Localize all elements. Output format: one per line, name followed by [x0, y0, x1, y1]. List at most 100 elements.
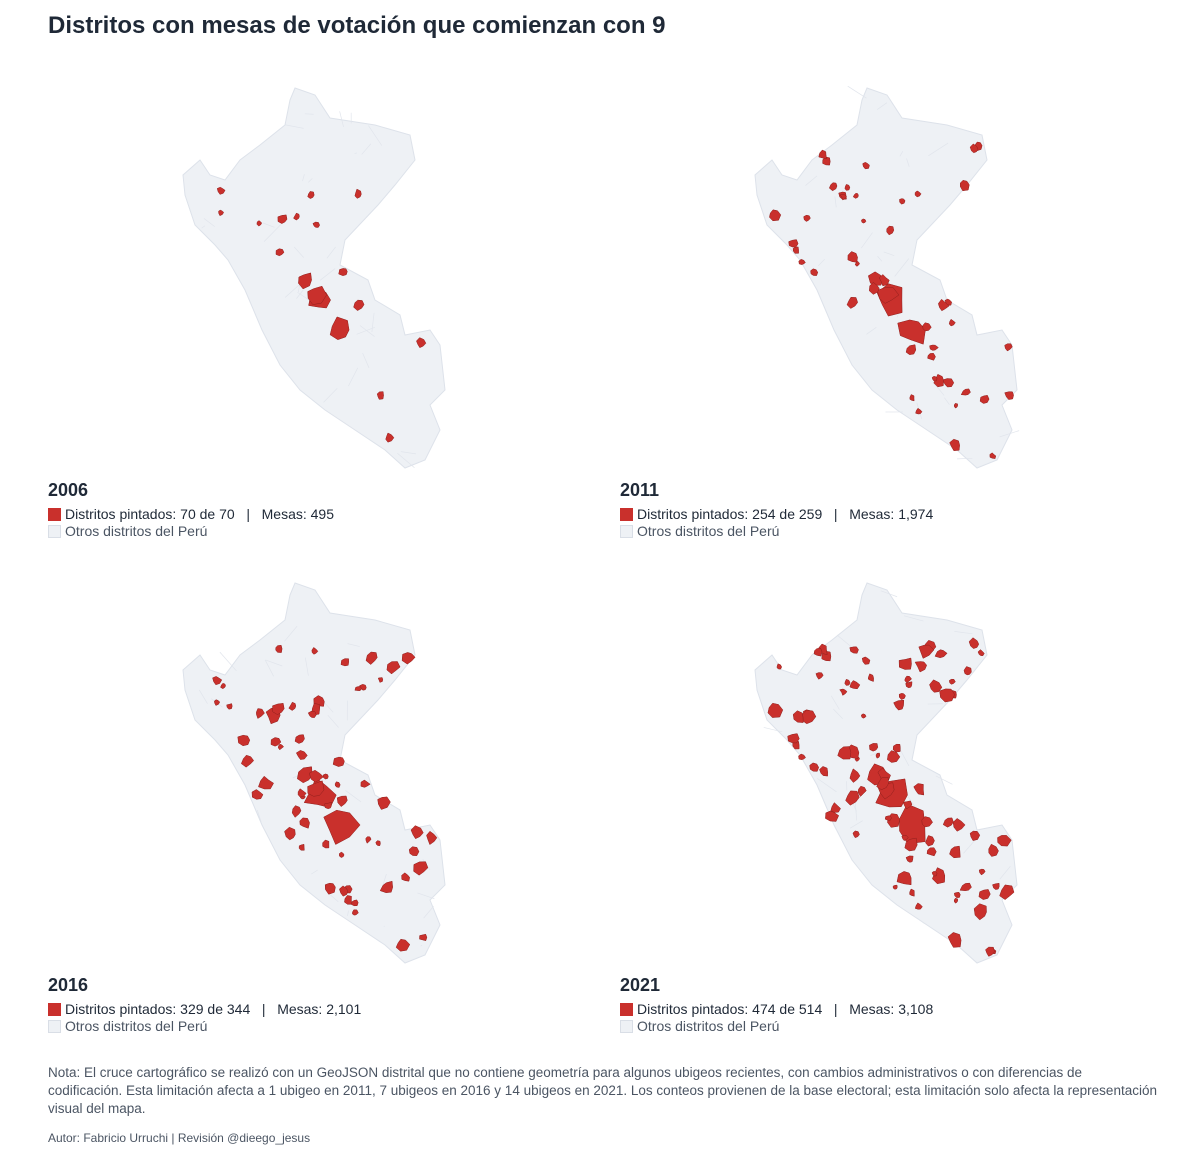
legend-painted: Distritos pintados: 254 de 259 | Mesas: … — [620, 506, 933, 522]
highlighted-district — [849, 680, 861, 690]
district-border — [201, 225, 206, 229]
map-layer — [182, 582, 446, 964]
district-border — [836, 634, 854, 649]
district-border — [382, 873, 387, 886]
legend-swatch — [48, 524, 61, 538]
district-border — [296, 289, 304, 299]
highlighted-district — [322, 839, 330, 849]
district-border — [928, 142, 949, 157]
highlighted-district — [307, 285, 327, 305]
district-border — [284, 625, 298, 642]
highlighted-district — [902, 800, 913, 810]
highlighted-district — [852, 830, 860, 839]
legend-swatch — [620, 507, 633, 521]
district-border — [323, 387, 338, 403]
district-border — [876, 102, 888, 110]
highlighted-district — [815, 672, 824, 680]
highlighted-district — [323, 809, 361, 845]
highlighted-district — [332, 756, 345, 767]
highlighted-district — [297, 788, 307, 798]
district-border — [345, 790, 362, 803]
highlighted-district — [992, 883, 1000, 890]
district-border — [817, 778, 837, 793]
highlighted-district — [922, 322, 932, 332]
highlighted-district — [921, 816, 933, 828]
highlighted-district — [914, 190, 922, 198]
highlighted-district — [876, 287, 900, 304]
highlighted-district — [844, 184, 851, 191]
highlighted-district — [299, 817, 310, 829]
highlighted-district — [379, 880, 393, 893]
highlighted-district — [1004, 391, 1014, 400]
district-border — [894, 258, 910, 277]
district-border — [899, 151, 904, 157]
district-border — [354, 152, 358, 154]
highlighted-district — [354, 188, 362, 199]
highlighted-district — [385, 432, 395, 443]
district-border — [805, 175, 818, 186]
map-layer — [182, 87, 446, 469]
highlighted-district — [237, 734, 251, 747]
district-border — [359, 325, 375, 337]
highlighted-district — [978, 889, 991, 900]
highlighted-district — [926, 847, 937, 857]
highlighted-district — [408, 846, 420, 856]
highlighted-district — [867, 673, 874, 682]
highlighted-district — [810, 268, 819, 276]
highlighted-district — [969, 143, 979, 154]
highlighted-district — [861, 656, 871, 665]
highlighted-district — [899, 198, 906, 205]
highlighted-district — [893, 699, 905, 711]
district-border — [356, 327, 375, 335]
legend-other: Otros distritos del Perú — [620, 523, 779, 539]
highlighted-district — [847, 251, 858, 263]
district-border — [999, 866, 1011, 880]
highlighted-district — [767, 702, 784, 718]
district-border — [347, 910, 349, 917]
map-layer — [754, 85, 1020, 469]
district-border — [371, 312, 375, 332]
district-border — [877, 256, 883, 262]
district-border — [883, 251, 895, 256]
highlighted-district — [822, 156, 831, 166]
highlighted-district — [929, 679, 943, 693]
district-border — [423, 906, 434, 919]
highlighted-district — [338, 268, 348, 276]
district-border — [327, 714, 339, 728]
highlighted-district — [977, 649, 985, 656]
highlighted-district — [295, 750, 308, 760]
district-border — [963, 837, 978, 854]
highlighted-district — [258, 775, 274, 790]
highlighted-district — [336, 795, 348, 807]
highlighted-district — [818, 149, 827, 160]
legend-swatch — [620, 1019, 633, 1033]
highlighted-district — [792, 710, 804, 723]
district-border — [256, 810, 262, 822]
highlighted-district — [989, 452, 997, 459]
highlighted-district — [968, 637, 980, 649]
district-border — [329, 894, 339, 903]
highlighted-district — [288, 701, 297, 711]
highlighted-district — [293, 212, 300, 221]
highlighted-district — [214, 699, 221, 706]
highlighted-district — [377, 796, 391, 810]
district-border — [285, 124, 304, 129]
highlighted-district — [365, 836, 372, 844]
highlighted-district — [892, 884, 898, 890]
highlighted-district — [905, 855, 914, 863]
district-border — [262, 222, 275, 228]
district-border — [830, 695, 840, 710]
highlighted-district — [969, 830, 981, 841]
highlighted-district — [931, 376, 938, 382]
district-border — [397, 453, 415, 468]
highlighted-district — [401, 652, 416, 665]
district-border — [957, 457, 973, 460]
district-border — [834, 196, 837, 208]
highlighted-district — [803, 214, 811, 222]
district-border — [302, 174, 305, 182]
highlighted-district — [410, 825, 424, 840]
highlighted-district — [960, 180, 970, 192]
highlighted-district — [897, 319, 926, 345]
highlighted-district — [1004, 343, 1013, 352]
